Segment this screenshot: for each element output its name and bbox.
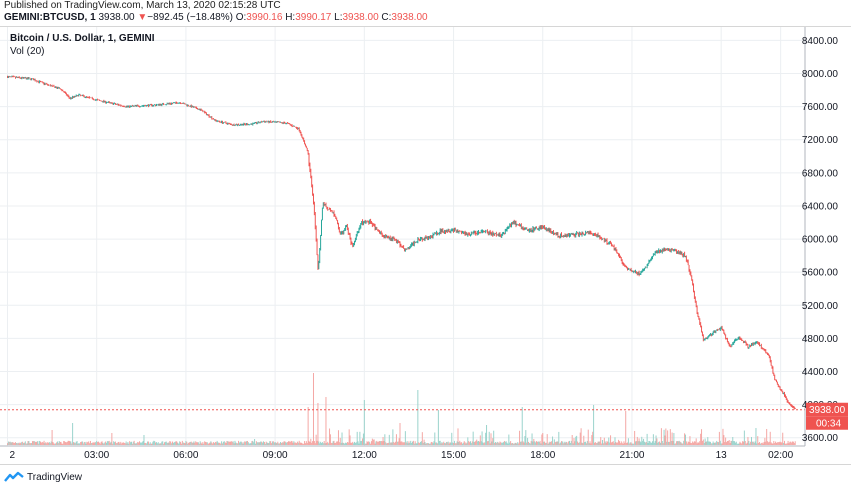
footer-brand[interactable]: TradingView [4,470,82,484]
footer-brand-label: TradingView [27,471,83,483]
time-tick-label: 02:00 [768,450,793,461]
time-tick-label: 15:00 [441,450,466,461]
low-value: 3938.00 [342,12,379,23]
published-line: Published on TradingView.com, March 13, … [4,0,281,11]
high-label: H: [285,12,296,23]
price-tick-label: 8400.00 [802,36,839,47]
low-label: L: [334,12,343,23]
price-tick-label: 6000.00 [802,235,839,246]
price-tick-label: 7200.00 [802,135,839,146]
time-tick-label: 12:00 [352,450,377,461]
change-value: −892.45 (−18.48%) [147,12,233,23]
price-tag-bg [806,402,848,417]
close-label: C: [381,12,392,23]
change-arrow: ▼ [137,12,148,23]
price-tick-label: 6800.00 [802,168,839,179]
price-tags: 3938.00 00:34 [806,402,848,430]
time-tick-label: 18:00 [530,450,555,461]
candles [6,75,796,410]
price-tick-label: 3600.00 [802,433,839,444]
high-value: 3990.17 [295,12,332,23]
tradingview-logo-icon [4,471,24,482]
countdown-tag-label: 00:34 [816,419,841,430]
open-label: O: [235,12,247,23]
price-tick-label: 5600.00 [802,268,839,279]
price-tick-label: 6400.00 [802,201,839,212]
price-tag-label: 3938.00 [809,405,846,416]
chart-frame [0,26,851,465]
legend-volume: Vol (20) [10,46,44,57]
last-price: 3938.00 [98,12,135,23]
price-tick-label: 8000.00 [802,69,839,80]
time-tick-label: 2 [9,450,15,461]
symbol-ohlc-line: GEMINI:BTCUSD, 1 3938.00 ▼−892.45 (−18.4… [4,12,428,25]
time-tick-label: 09:00 [263,450,288,461]
price-tick-label: 4800.00 [802,334,839,345]
time-tick-label: 03:00 [84,450,109,461]
volume-bars [6,373,796,445]
symbol-name[interactable]: GEMINI:BTCUSD, 1 [4,12,96,23]
time-axis[interactable]: 2 03:00 06:00 09:00 12:00 15:00 18:00 21:00 13 02… [9,450,793,461]
chart-title: Bitcoin / U.S. Dollar, 1, GEMINI [10,33,155,44]
price-tick-label: 7600.00 [802,102,839,113]
time-tick-label: 13 [716,450,728,461]
grid-lines [0,27,805,446]
price-tick-label: 4400.00 [802,367,839,378]
price-axis[interactable]: 3600.004000.004400.004800.005200.005600.… [802,36,839,444]
time-tick-label: 06:00 [173,450,198,461]
countdown-tag-bg [806,416,848,430]
time-tick-label: 21:00 [619,450,644,461]
price-tick-label: 5200.00 [802,301,839,312]
open-value: 3990.16 [246,12,283,23]
close-value: 3938.00 [391,12,428,23]
